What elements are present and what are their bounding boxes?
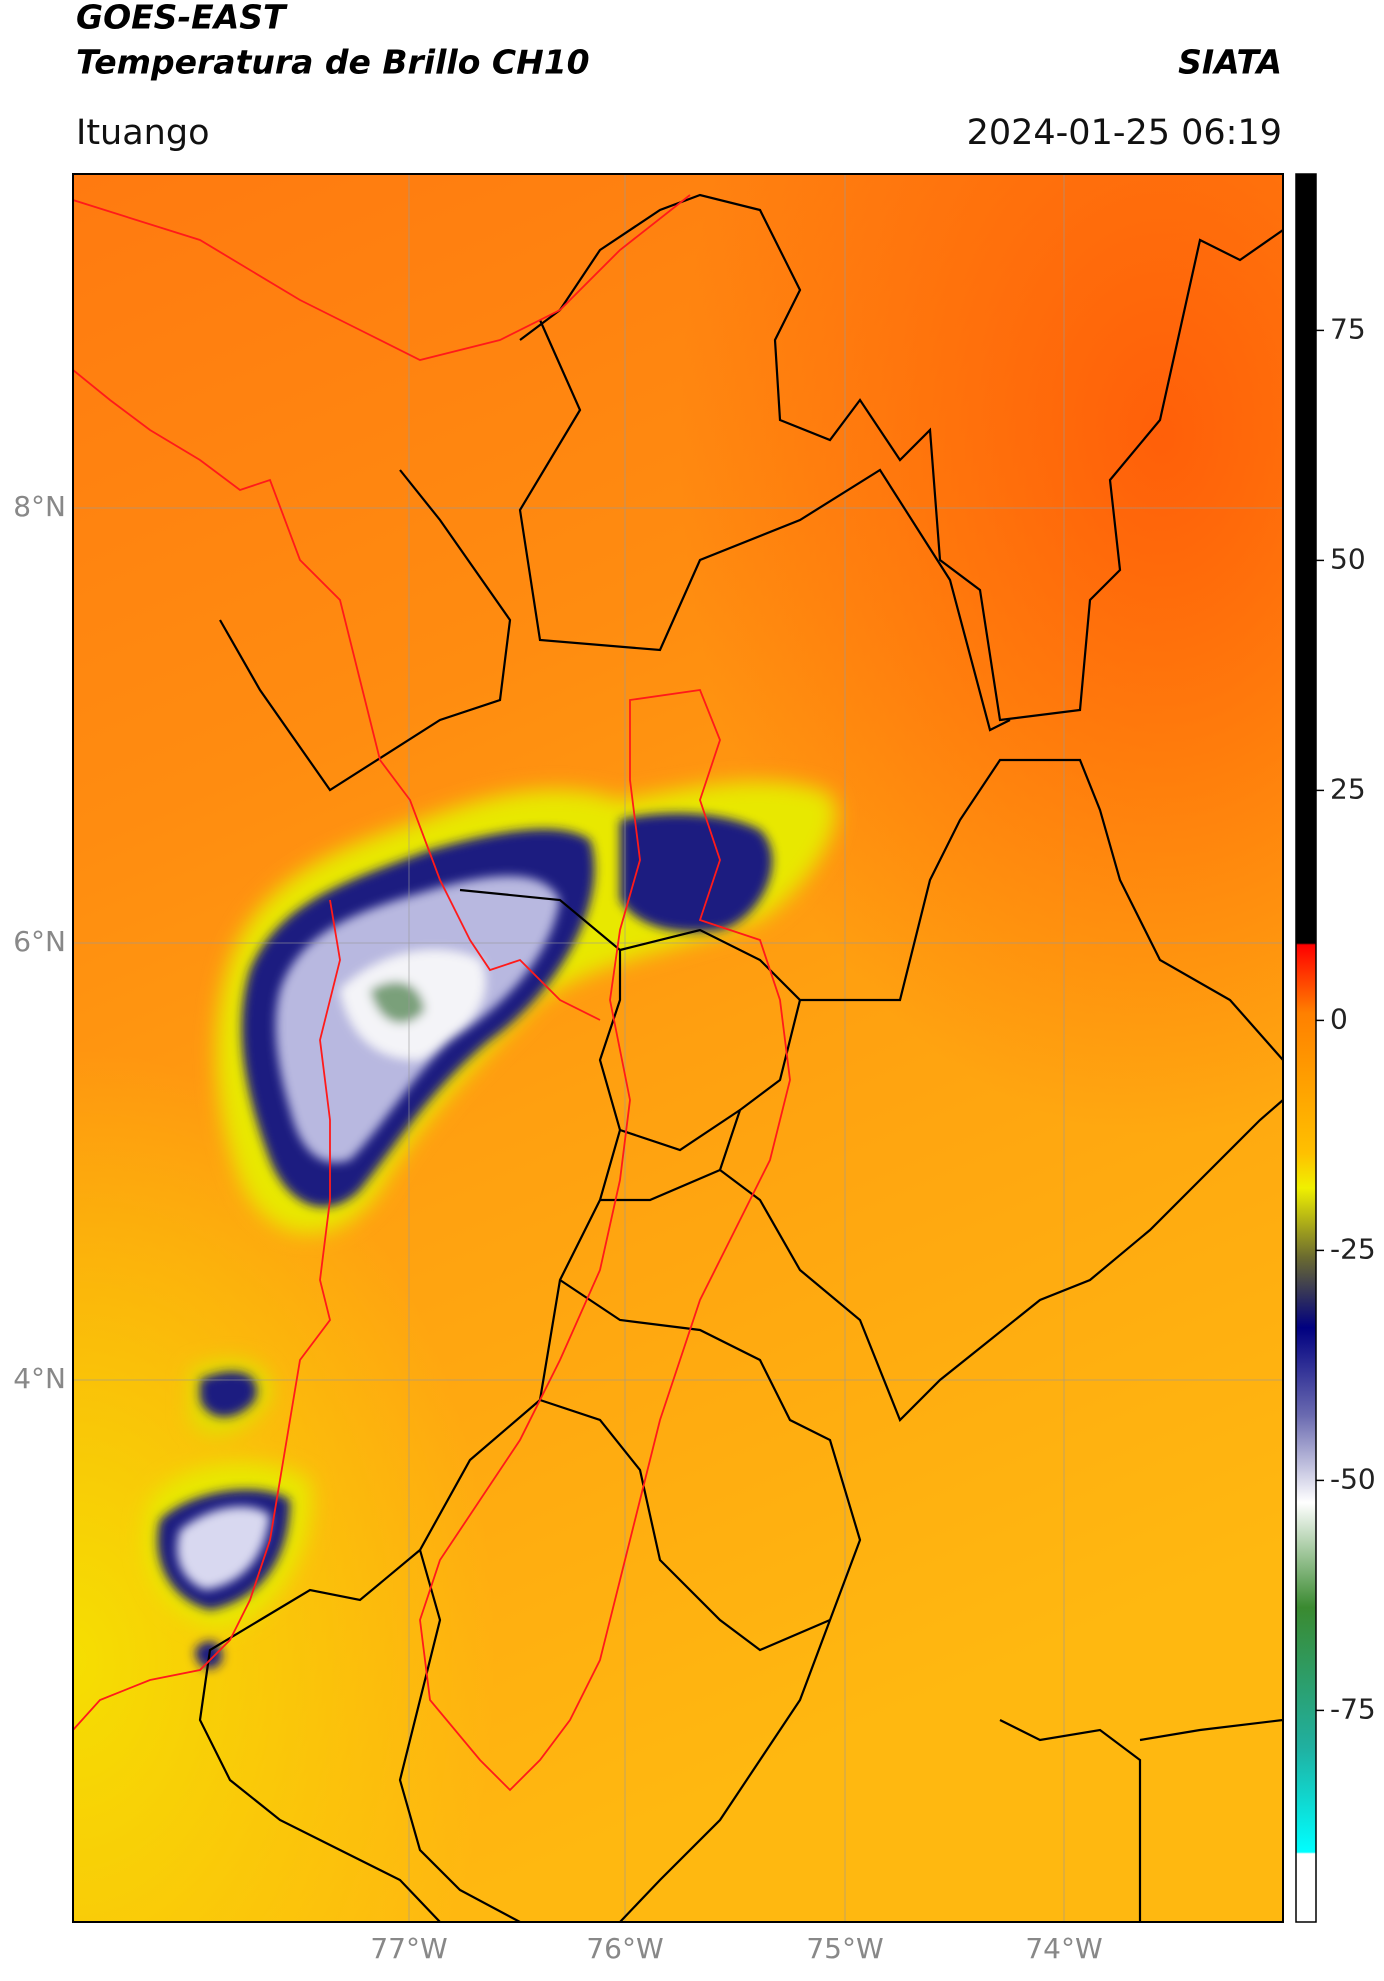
datetime: 2024-01-25 06:19 — [967, 113, 1282, 153]
colorbar-tick-label: 25 — [1330, 772, 1366, 805]
lon-label: 75°W — [806, 1932, 883, 1965]
colorbar-tick-label: -75 — [1330, 1692, 1376, 1725]
lon-label: 77°W — [370, 1932, 447, 1965]
colorbar-tick-label: -50 — [1330, 1462, 1376, 1495]
colorbar-tick-label: 0 — [1330, 1002, 1348, 1035]
lat-label: 8°N — [13, 490, 66, 523]
lat-label: 4°N — [13, 1362, 66, 1395]
satellite: GOES-EAST — [76, 0, 288, 37]
colorbar-tick-label: 50 — [1330, 542, 1366, 575]
colorbar-tick-label: 75 — [1330, 312, 1366, 345]
colorbar-ticks: 75 50 25 0 -25 -50 -75 — [1316, 312, 1376, 1725]
lat-label: 6°N — [13, 925, 66, 958]
lon-label: 74°W — [1025, 1932, 1102, 1965]
map-frame — [72, 173, 1284, 1923]
colorbar — [1295, 173, 1317, 1923]
lon-label: 76°W — [586, 1932, 663, 1965]
region: Ituango — [76, 113, 210, 153]
colorbar-tick-label: -25 — [1330, 1232, 1376, 1265]
product: Temperatura de Brillo CH10 — [76, 43, 590, 82]
institution: SIATA — [1178, 43, 1282, 82]
map — [73, 174, 1283, 1922]
